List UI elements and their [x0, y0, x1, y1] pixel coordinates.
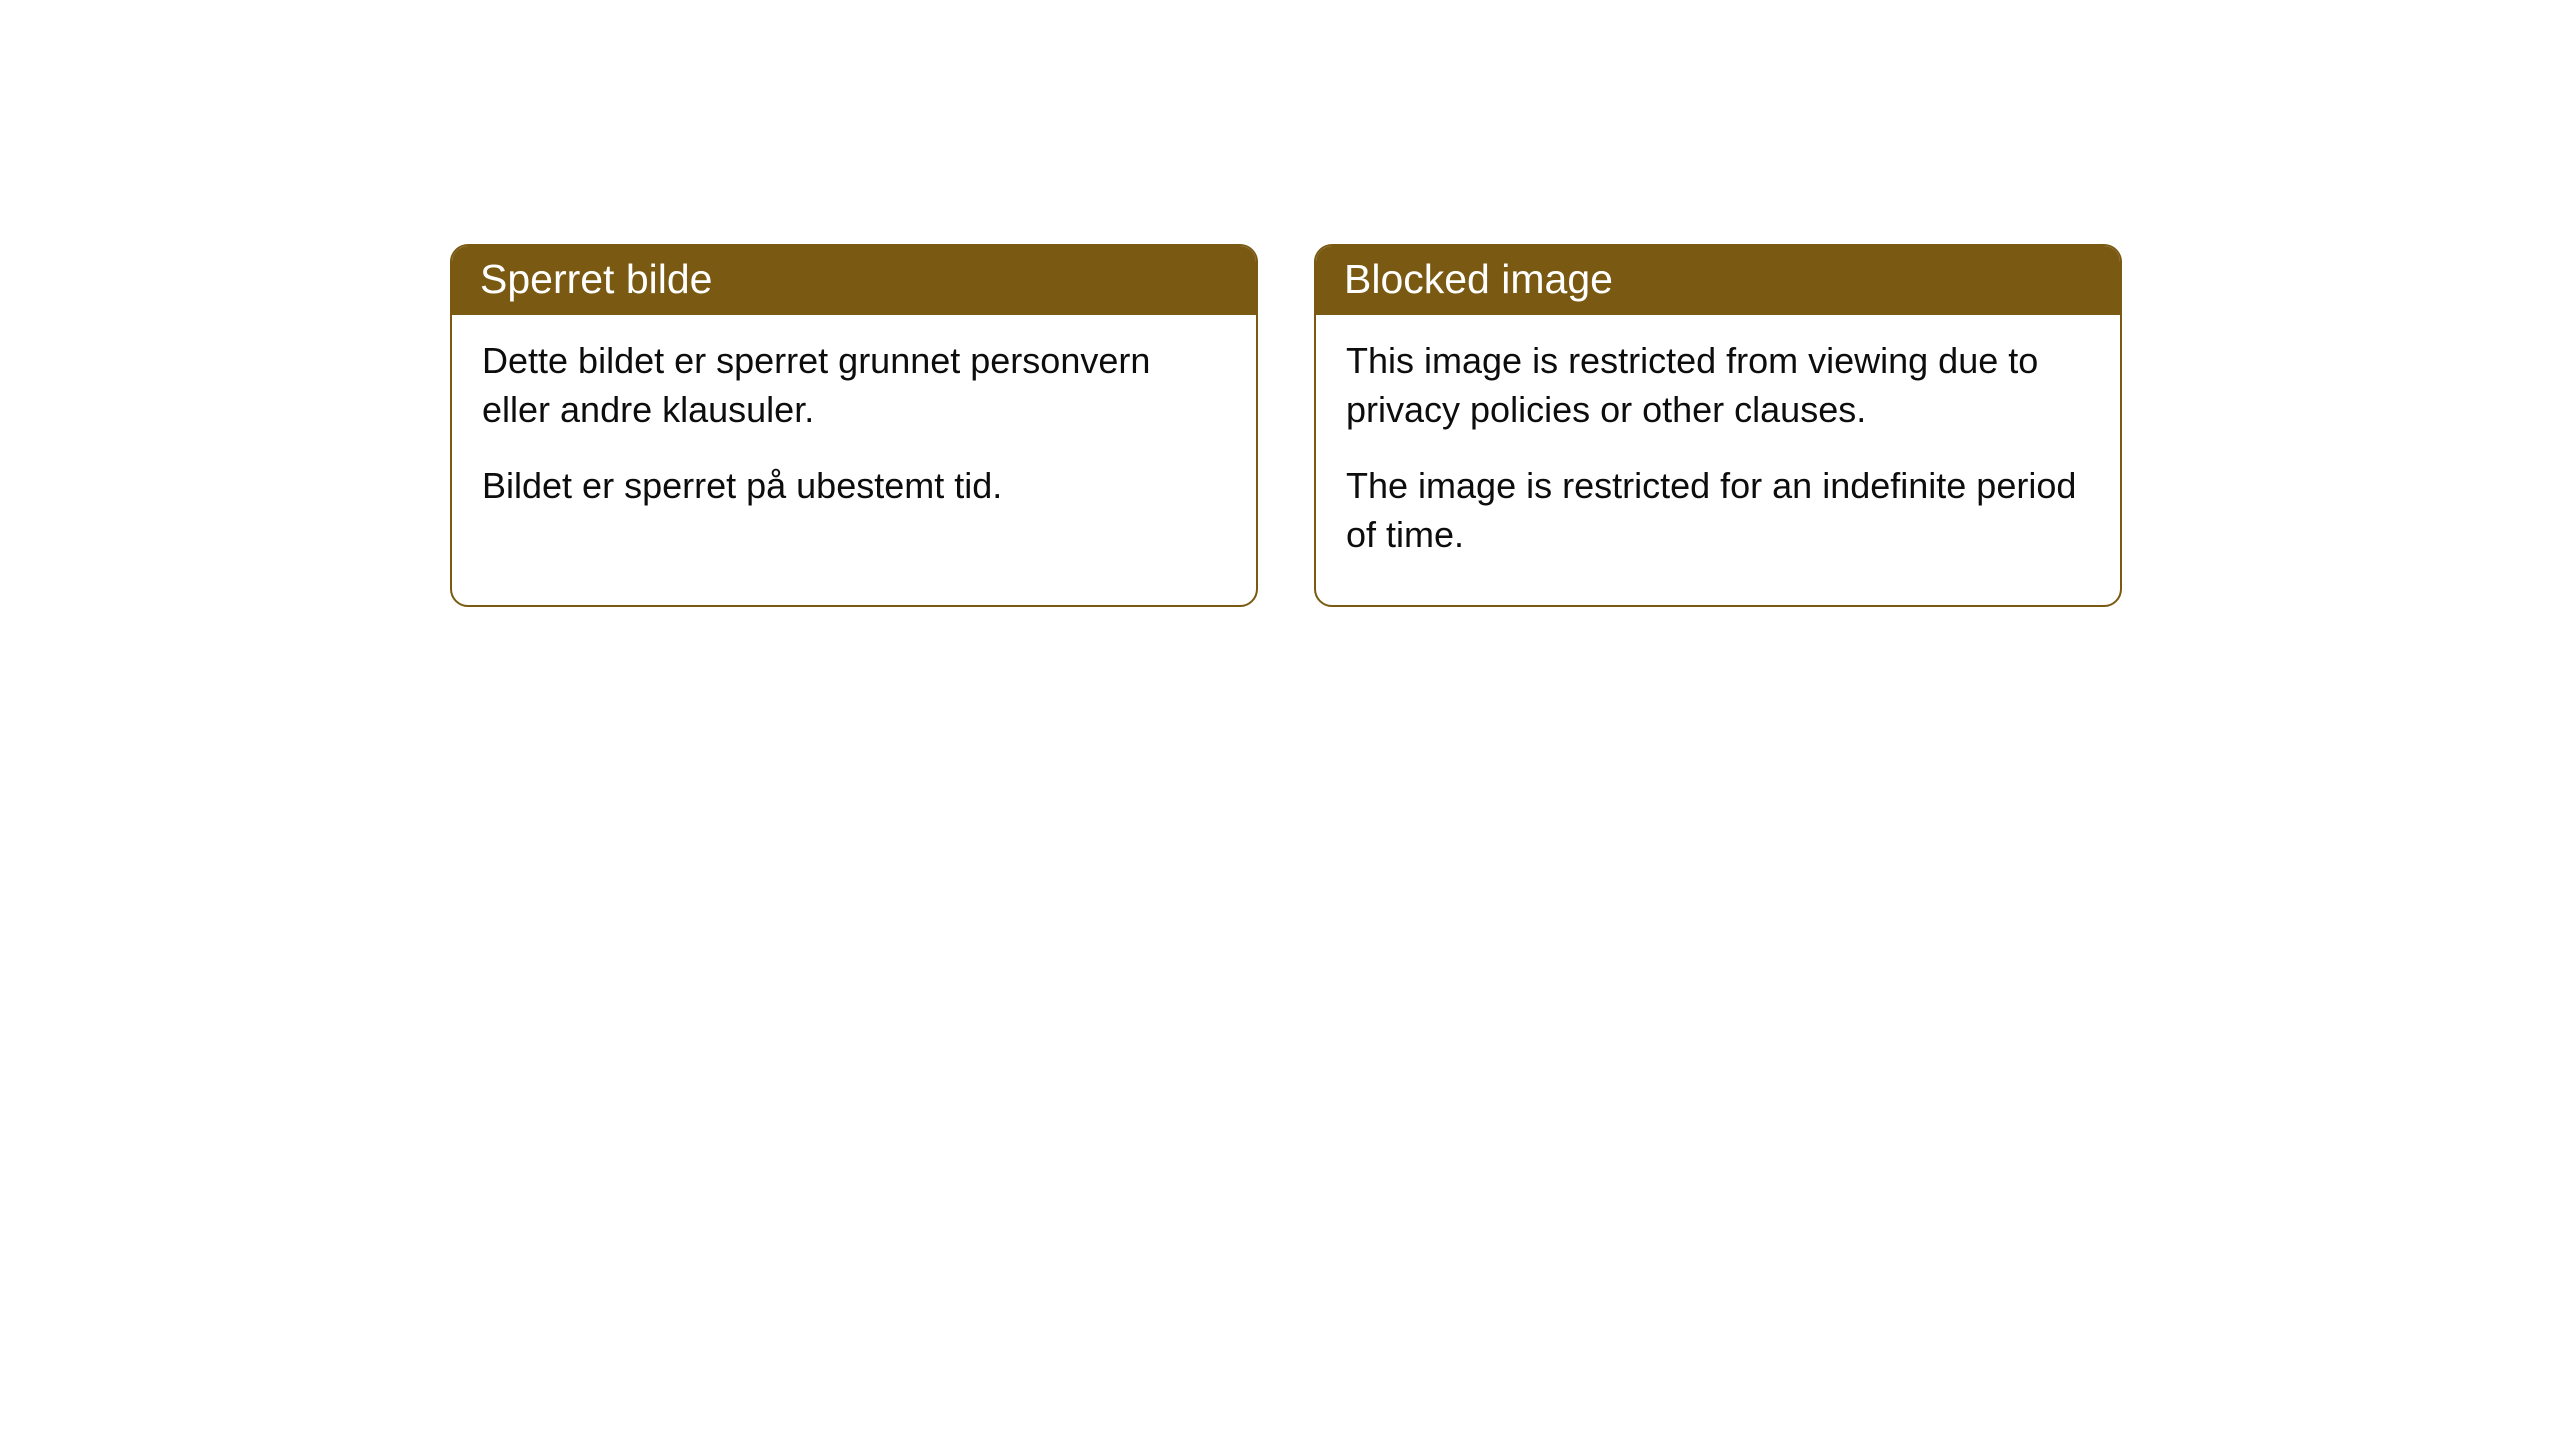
card-english: Blocked image This image is restricted f… — [1314, 244, 2122, 607]
card-paragraph-2: The image is restricted for an indefinit… — [1346, 462, 2090, 559]
cards-container: Sperret bilde Dette bildet er sperret gr… — [450, 244, 2122, 607]
card-paragraph-2: Bildet er sperret på ubestemt tid. — [482, 462, 1226, 511]
card-paragraph-1: Dette bildet er sperret grunnet personve… — [482, 337, 1226, 434]
card-header-english: Blocked image — [1316, 246, 2120, 315]
card-body-english: This image is restricted from viewing du… — [1316, 315, 2120, 605]
card-header-norwegian: Sperret bilde — [452, 246, 1256, 315]
card-body-norwegian: Dette bildet er sperret grunnet personve… — [452, 315, 1256, 557]
card-norwegian: Sperret bilde Dette bildet er sperret gr… — [450, 244, 1258, 607]
card-paragraph-1: This image is restricted from viewing du… — [1346, 337, 2090, 434]
